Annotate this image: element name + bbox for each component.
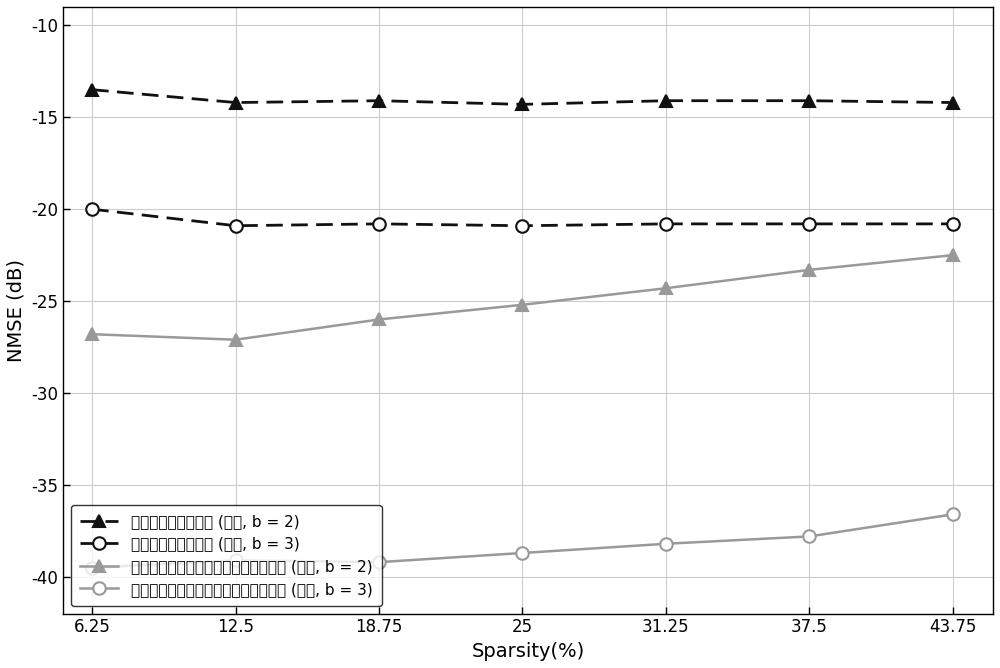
Line: 提出的信道估计方案结合信道稀疏信息 (稀疏, b = 2): 提出的信道估计方案结合信道稀疏信息 (稀疏, b = 2) <box>86 249 959 346</box>
提出的信道估计方案结合信道稀疏信息 (稀疏, b = 2) <box>230 336 242 344</box>
提出的信道估计方案结合信道稀疏信息 (稀疏, b = 2) <box>516 301 528 309</box>
提出的信道估计方案 (稀疏, b = 2) <box>803 97 815 105</box>
提出的信道估计方案结合信道稀疏信息 (稀疏, b = 3) <box>373 558 385 566</box>
提出的信道估计方案 (稀疏, b = 2) <box>373 97 385 105</box>
提出的信道估计方案 (稀疏, b = 3) <box>947 220 959 228</box>
提出的信道估计方案 (稀疏, b = 3) <box>803 220 815 228</box>
提出的信道估计方案结合信道稀疏信息 (稀疏, b = 3) <box>947 510 959 518</box>
提出的信道估计方案结合信道稀疏信息 (稀疏, b = 3) <box>516 549 528 557</box>
提出的信道估计方案结合信道稀疏信息 (稀疏, b = 3) <box>86 564 98 572</box>
提出的信道估计方案 (稀疏, b = 3) <box>373 220 385 228</box>
提出的信道估计方案结合信道稀疏信息 (稀疏, b = 2) <box>660 284 672 292</box>
提出的信道估计方案结合信道稀疏信息 (稀疏, b = 2) <box>947 251 959 259</box>
Y-axis label: NMSE (dB): NMSE (dB) <box>7 259 26 362</box>
提出的信道估计方案 (稀疏, b = 2) <box>660 97 672 105</box>
提出的信道估计方案 (稀疏, b = 2) <box>947 99 959 107</box>
提出的信道估计方案 (稀疏, b = 2) <box>230 99 242 107</box>
Line: 提出的信道估计方案 (稀疏, b = 3): 提出的信道估计方案 (稀疏, b = 3) <box>86 203 959 232</box>
提出的信道估计方案 (稀疏, b = 2) <box>516 100 528 108</box>
提出的信道估计方案结合信道稀疏信息 (稀疏, b = 2) <box>373 315 385 323</box>
Line: 提出的信道估计方案结合信道稀疏信息 (稀疏, b = 3): 提出的信道估计方案结合信道稀疏信息 (稀疏, b = 3) <box>86 508 959 574</box>
提出的信道估计方案 (稀疏, b = 2) <box>86 86 98 94</box>
提出的信道估计方案结合信道稀疏信息 (稀疏, b = 3) <box>230 556 242 564</box>
Legend: 提出的信道估计方案 (稀疏, b = 2), 提出的信道估计方案 (稀疏, b = 3), 提出的信道估计方案结合信道稀疏信息 (稀疏, b = 2), 提出的: 提出的信道估计方案 (稀疏, b = 2), 提出的信道估计方案 (稀疏, b … <box>71 505 382 606</box>
提出的信道估计方案结合信道稀疏信息 (稀疏, b = 2) <box>803 266 815 274</box>
提出的信道估计方案 (稀疏, b = 3) <box>660 220 672 228</box>
提出的信道估计方案 (稀疏, b = 3) <box>230 222 242 230</box>
提出的信道估计方案结合信道稀疏信息 (稀疏, b = 3) <box>803 532 815 540</box>
提出的信道估计方案结合信道稀疏信息 (稀疏, b = 3) <box>660 540 672 548</box>
提出的信道估计方案 (稀疏, b = 3) <box>86 205 98 213</box>
提出的信道估计方案结合信道稀疏信息 (稀疏, b = 2) <box>86 330 98 338</box>
提出的信道估计方案 (稀疏, b = 3) <box>516 222 528 230</box>
Line: 提出的信道估计方案 (稀疏, b = 2): 提出的信道估计方案 (稀疏, b = 2) <box>86 84 959 111</box>
X-axis label: Sparsity(%): Sparsity(%) <box>472 642 585 661</box>
